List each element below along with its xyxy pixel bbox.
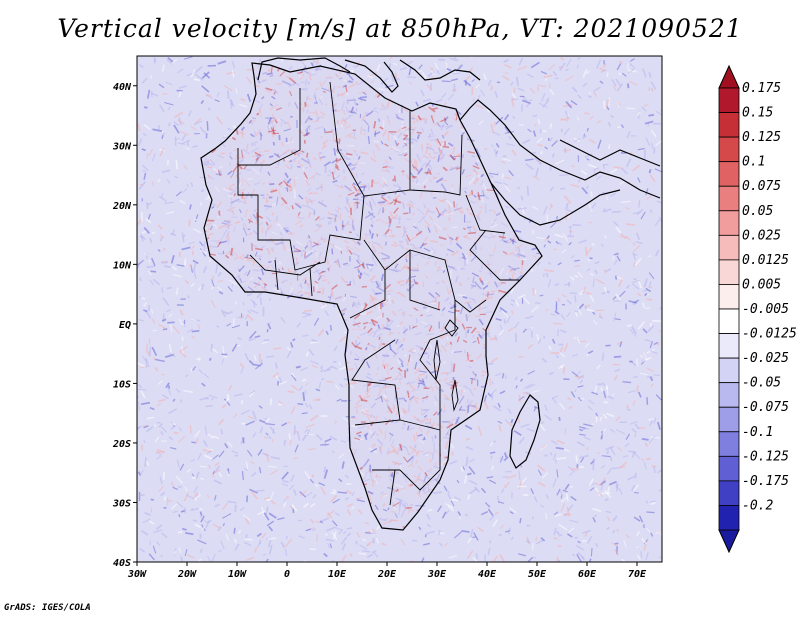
colorbar-label: -0.005 (742, 302, 789, 317)
colorbar-label: -0.2 (742, 498, 773, 513)
colorbar-swatch (718, 406, 740, 433)
colorbar-swatch (718, 382, 740, 408)
colorbar-swatch (718, 333, 740, 359)
lake-outlines (433, 319, 459, 412)
lat-tick-label: 40S (113, 558, 131, 569)
colorbar-swatch (718, 87, 740, 113)
colorbar-label: 0.175 (742, 81, 781, 96)
colorbar-swatch (718, 431, 740, 457)
colorbar-swatch (718, 308, 740, 334)
lon-tick-label: 60E (578, 569, 597, 580)
lon-tick-label: 20E (377, 569, 397, 580)
colorbar-label: 0.125 (742, 130, 781, 145)
madagascar-coastline (509, 394, 541, 469)
colorbar-swatch (718, 480, 740, 506)
lon-tick-label: 20W (177, 569, 197, 580)
colorbar-label: 0.05 (742, 204, 773, 219)
colorbar-label: 0.005 (742, 277, 781, 292)
lat-tick-label: 10S (113, 379, 131, 390)
colorbar-label: -0.05 (742, 376, 781, 391)
colorbar-swatch (718, 210, 740, 236)
colorbar-swatch (718, 112, 740, 138)
lon-tick-label: 30W (127, 569, 147, 580)
colorbar-swatch (718, 161, 740, 187)
plot-border (136, 55, 663, 563)
colorbar-label: 0.025 (742, 228, 781, 243)
lon-tick-label: 10W (228, 569, 247, 580)
colorbar-swatch (718, 234, 740, 261)
colorbar-swatch (718, 357, 740, 384)
lat-tick-label: 30N (112, 141, 132, 152)
colorbar-label: -0.0125 (742, 327, 797, 342)
colorbar-label: -0.125 (742, 449, 789, 464)
colorbar-swatch (718, 284, 740, 310)
lat-tick-label: 20S (112, 439, 131, 450)
arabia-coastline (459, 99, 661, 226)
colorbar-label: 0.0125 (742, 253, 789, 268)
lon-tick-label: 50E (528, 569, 547, 580)
colorbar-swatch (718, 455, 740, 482)
lon-tick-label: 10E (328, 569, 347, 580)
latitude-axis: 40N 30N 20N 10N EQ 10S 20S 30S 40S (112, 82, 137, 569)
lon-tick-label: 40E (478, 569, 497, 580)
colorbar-label: 0.075 (742, 179, 781, 194)
lat-tick-label: EQ (119, 320, 131, 331)
colorbar-label: -0.175 (742, 474, 789, 489)
lon-tick-label: 70E (628, 569, 647, 580)
colorbar-label: -0.1 (742, 425, 773, 440)
colorbar-label: -0.075 (742, 400, 789, 415)
country-borders (237, 81, 520, 506)
persian-gulf-coastline (559, 139, 661, 167)
credit-text: GrADS: IGES/COLA (4, 603, 91, 613)
colorbar-label: 0.15 (742, 106, 773, 121)
colorbar-swatch (718, 185, 740, 212)
longitude-axis: 30W 20W 10W 0 10E 20E 30E 40E 50E 60E 70E (127, 562, 647, 580)
colorbar-swatch (718, 259, 740, 285)
colorbar-swatch (718, 505, 740, 531)
map-boundaries (200, 57, 661, 531)
lon-tick-label: 0 (284, 569, 290, 580)
map-title: Vertical velocity [m/s] at 850hPa, VT: 2… (57, 14, 743, 43)
plot-area (137, 56, 662, 562)
lat-tick-label: 20N (112, 201, 132, 212)
colorbar-swatch (718, 136, 740, 163)
colorbar-label: -0.025 (742, 351, 789, 366)
colorbar-bottom-arrow (718, 529, 740, 554)
lat-tick-label: 10N (113, 260, 132, 271)
lat-tick-label: 30S (112, 498, 131, 509)
europe-coastline (257, 57, 481, 93)
colorbar: 0.175 0.15 0.125 0.1 0.075 0.05 0.025 0.0125 0.0… (718, 64, 797, 554)
colorbar-label: 0.1 (742, 155, 765, 170)
lon-tick-label: 30E (427, 569, 447, 580)
colorbar-top-arrow (718, 64, 740, 89)
lat-tick-label: 40N (113, 82, 132, 93)
africa-coastline (200, 62, 543, 531)
